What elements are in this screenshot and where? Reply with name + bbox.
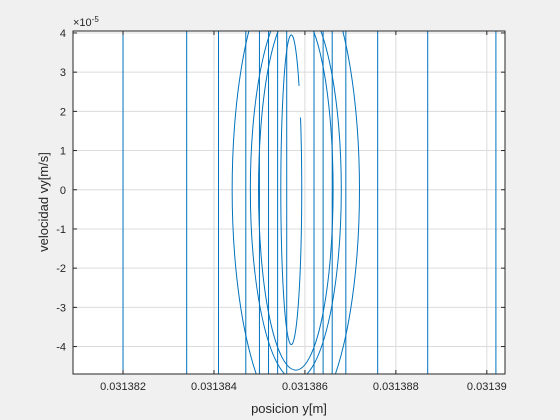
- y-tick-label: -4: [56, 342, 66, 354]
- y-tick-label: 1: [60, 146, 66, 158]
- y-tick-label: -1: [56, 224, 66, 236]
- y-exponent-label: ×10-5: [73, 15, 99, 29]
- open-loop-trajectory: [280, 34, 303, 346]
- x-axis-label: posicion y[m]: [251, 401, 327, 416]
- x-tick-label: 0.03139: [467, 381, 507, 393]
- y-axis-label: velocidad vy[m/s]: [36, 152, 51, 252]
- orbit-ellipse: [249, 31, 342, 374]
- axes-box: [72, 30, 506, 375]
- y-axis-ticks: 4 3 2 1 0 -1 -2 -3 -4: [56, 28, 505, 354]
- x-tick-label: 0.031388: [373, 381, 419, 393]
- x-axis-ticks: 0.031382 0.031384 0.031386 0.031388 0.03139: [100, 31, 507, 393]
- x-tick-label: 0.031386: [282, 381, 328, 393]
- y-tick-label: 0: [60, 185, 66, 197]
- grid-lines: [73, 31, 505, 374]
- x-tick-label: 0.031382: [100, 381, 146, 393]
- y-tick-label: 4: [60, 28, 66, 40]
- y-tick-label: 2: [60, 106, 66, 118]
- orbit-ellipse: [258, 31, 334, 371]
- y-tick-label: -3: [56, 302, 66, 314]
- axes-area: [73, 31, 505, 374]
- y-tick-label: -2: [56, 263, 66, 275]
- y-tick-label: 3: [60, 67, 66, 79]
- x-tick-label: 0.031384: [191, 381, 237, 393]
- plot-lines: [122, 31, 497, 374]
- orbit-ellipse: [231, 31, 360, 374]
